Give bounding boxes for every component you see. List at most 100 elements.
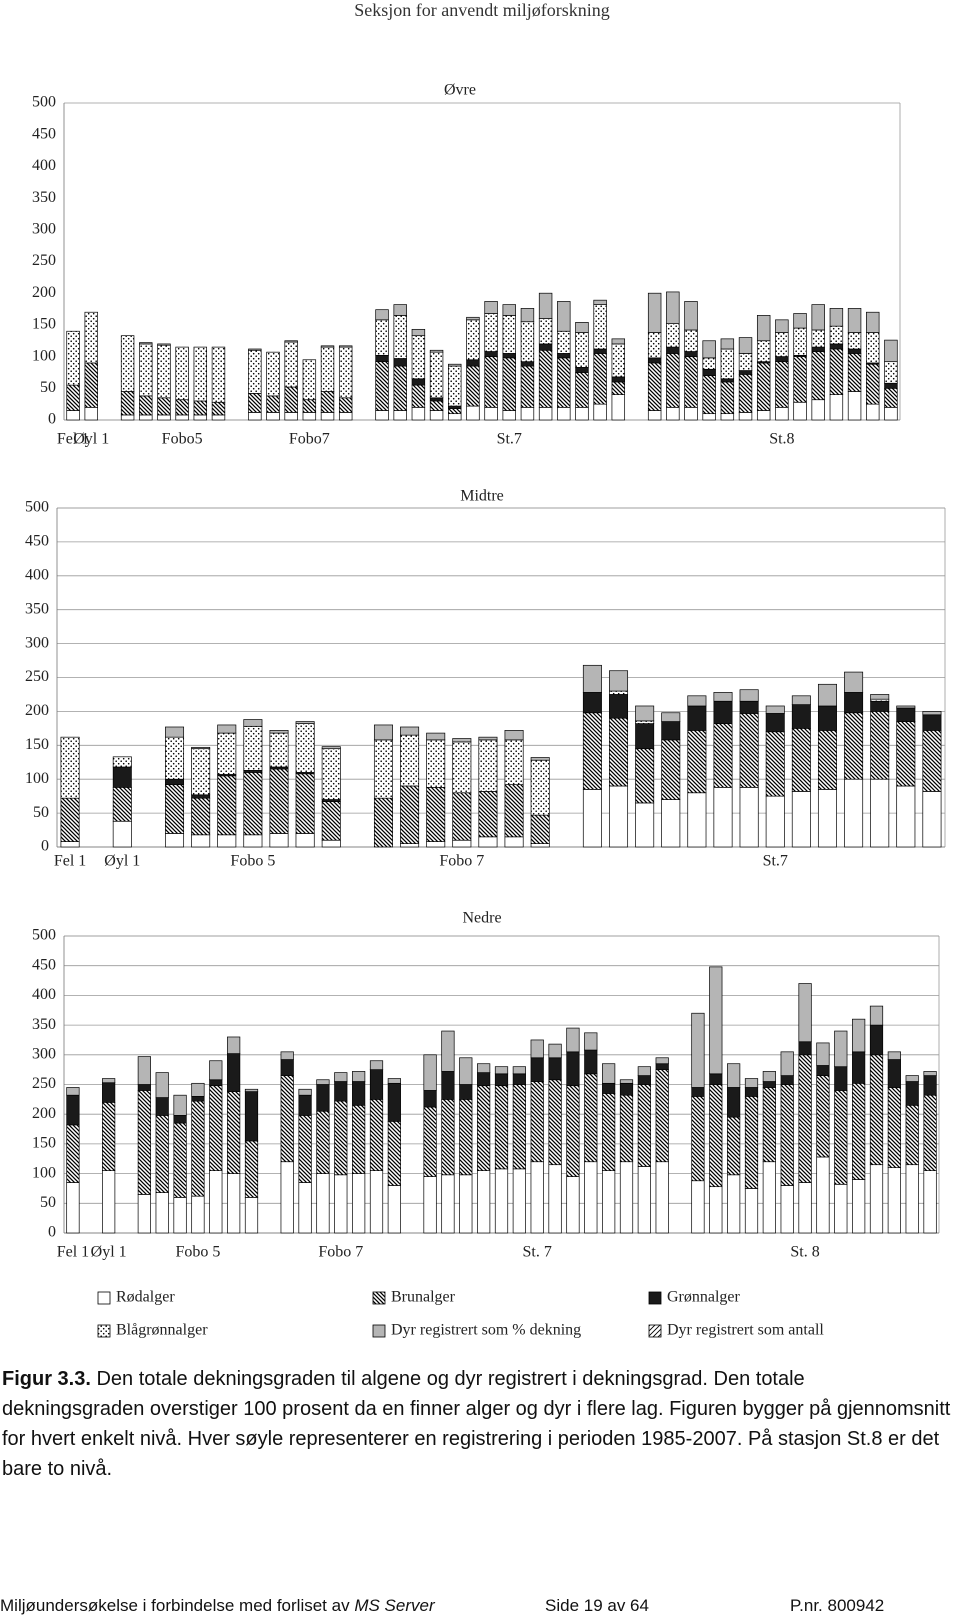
bar-segment xyxy=(478,739,498,792)
bar-segment xyxy=(352,1081,366,1106)
legend-swatch xyxy=(648,1324,662,1338)
bar-segment xyxy=(647,332,662,359)
x-tick-label: Fel 1 xyxy=(57,1244,89,1261)
bar-segment xyxy=(661,739,681,800)
bar-segment xyxy=(334,1072,348,1082)
bar-segment xyxy=(334,1100,348,1176)
bar-segment xyxy=(687,705,707,731)
bar-segment xyxy=(120,414,135,421)
footer-text: Miljøundersøkelse i forbindelse med forl… xyxy=(0,1596,350,1615)
bar-segment xyxy=(847,391,862,421)
bar-segment xyxy=(102,1101,116,1171)
bar-segment xyxy=(494,1168,509,1234)
bar-segment xyxy=(602,1170,616,1234)
bar-segment xyxy=(896,705,916,709)
bar-segment xyxy=(744,1188,759,1234)
bar-segment xyxy=(280,1051,294,1060)
bar-segment xyxy=(452,738,472,743)
bar-segment xyxy=(298,1094,312,1116)
bar-segment xyxy=(798,1182,812,1234)
bar-segment xyxy=(905,1104,919,1166)
bar-segment xyxy=(191,1096,205,1102)
bar-segment xyxy=(243,834,263,848)
x-tick-label: St.7 xyxy=(497,431,522,448)
bar-segment xyxy=(334,1081,348,1102)
bar-segment xyxy=(756,340,771,363)
bar-segment xyxy=(411,384,426,408)
bar-segment xyxy=(494,1073,509,1087)
legend-swatch xyxy=(97,1291,111,1305)
bar-segment xyxy=(765,795,785,848)
y-tick-label: 500 xyxy=(25,499,49,516)
bar-segment xyxy=(504,739,524,785)
bar-segment xyxy=(922,730,942,792)
bar-segment xyxy=(478,836,498,848)
bar-segment xyxy=(557,406,571,421)
page-footer: Miljøundersøkelse i forbindelse med forl… xyxy=(0,1596,960,1620)
bar-segment xyxy=(209,1170,223,1234)
bar-segment xyxy=(426,739,446,788)
bar-segment xyxy=(211,346,226,403)
y-tick-label: 250 xyxy=(25,668,49,685)
bar-segment xyxy=(429,351,444,399)
bar-segment xyxy=(375,361,389,411)
bar-segment xyxy=(530,1081,544,1163)
bar-segment xyxy=(423,1106,437,1177)
bar-segment xyxy=(284,386,298,413)
bar-segment xyxy=(209,1079,223,1087)
bar-segment xyxy=(466,359,480,367)
bar-segment xyxy=(791,727,811,792)
bar-segment xyxy=(593,299,607,305)
bar-segment xyxy=(720,381,735,415)
bar-segment xyxy=(923,1071,937,1076)
bar-segment xyxy=(280,1075,294,1163)
y-tick-label: 350 xyxy=(32,189,56,206)
bar-segment xyxy=(829,343,844,350)
bar-segment xyxy=(193,400,208,416)
bar-segment xyxy=(84,362,98,408)
bar-segment xyxy=(727,1116,741,1176)
bar-segment xyxy=(923,1170,937,1234)
bar-segment xyxy=(227,1053,241,1092)
bar-segment xyxy=(923,1094,937,1171)
bar-segment xyxy=(793,356,807,403)
bar-segment xyxy=(593,348,607,354)
bar-segment xyxy=(400,785,420,844)
bar-segment xyxy=(165,726,185,738)
y-tick-label: 400 xyxy=(32,986,56,1003)
bar-segment xyxy=(727,1174,741,1234)
y-tick-label: 200 xyxy=(32,1105,56,1122)
bar-segment xyxy=(387,1078,401,1084)
bar-segment xyxy=(191,1195,205,1234)
bar-segment xyxy=(844,712,864,780)
footer-vessel: MS Server xyxy=(354,1596,435,1615)
bar-segment xyxy=(369,1170,384,1234)
bar-segment xyxy=(557,330,571,354)
bar-segment xyxy=(584,1161,598,1234)
bar-segment xyxy=(817,705,837,731)
bar-segment xyxy=(738,412,753,421)
bar-segment xyxy=(191,1082,205,1097)
bar-segment xyxy=(139,414,153,421)
bar-segment xyxy=(584,1032,598,1051)
bar-segment xyxy=(575,367,589,373)
y-tick-label: 150 xyxy=(25,736,49,753)
bar-segment xyxy=(609,717,629,787)
bar-segment xyxy=(647,362,662,411)
bar-segment xyxy=(243,719,263,727)
bar-segment xyxy=(709,1073,723,1085)
y-tick-label: 0 xyxy=(41,838,49,855)
bar-segment xyxy=(793,327,807,356)
y-tick-label: 250 xyxy=(32,1075,56,1092)
bar-segment xyxy=(635,748,655,804)
bar-segment xyxy=(637,1075,651,1085)
bar-segment xyxy=(375,309,389,321)
bar-segment xyxy=(441,1071,455,1100)
bar-segment xyxy=(816,1042,830,1066)
bar-segment xyxy=(530,759,550,816)
bar-segment xyxy=(477,1085,491,1171)
bar-segment xyxy=(756,362,771,411)
bar-segment xyxy=(713,786,733,848)
y-tick-label: 0 xyxy=(48,1224,56,1241)
bar-segment xyxy=(661,799,681,848)
